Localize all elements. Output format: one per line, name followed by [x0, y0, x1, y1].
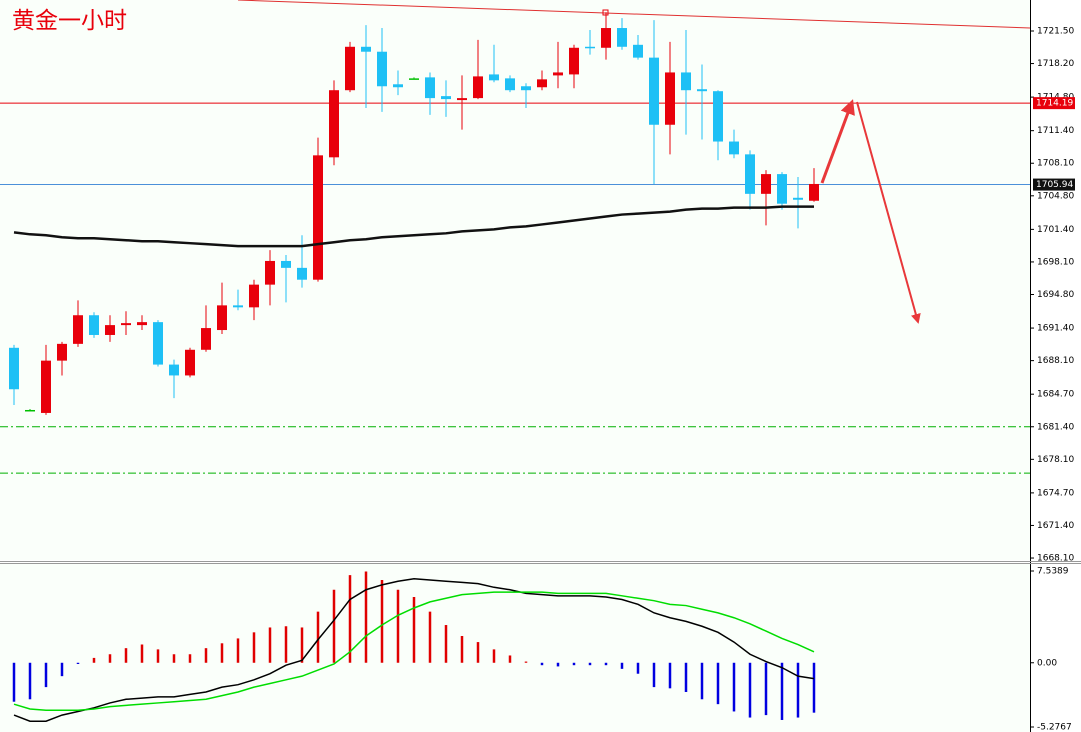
candle-body — [73, 315, 83, 344]
candle-body — [569, 47, 579, 75]
candle-body — [521, 86, 531, 91]
candle-body — [41, 360, 51, 413]
indicator-panel — [0, 564, 1030, 732]
y-tick-label: 1701.40 — [1037, 225, 1074, 235]
y-tick-label: 1704.80 — [1037, 191, 1074, 201]
candle-body — [745, 154, 755, 194]
candle-body — [489, 74, 499, 81]
chart-title: 黄金一小时 — [12, 8, 127, 34]
candle-body — [809, 183, 819, 201]
candle-body — [153, 322, 163, 365]
candle-body — [633, 44, 643, 58]
indicator-line — [13, 591, 815, 711]
y-tick-label: 1684.70 — [1037, 390, 1074, 400]
arrow-down — [856, 101, 921, 324]
candle-body — [57, 343, 67, 361]
candle-body — [585, 46, 595, 49]
y-tick-label: -5.2767 — [1037, 723, 1072, 732]
candle-body — [649, 57, 659, 125]
candle-body — [105, 325, 115, 335]
candle-body — [377, 51, 387, 87]
high-marker — [602, 9, 609, 16]
price-label: 1714.19 — [1036, 99, 1073, 109]
y-tick-label: 7.5389 — [1037, 567, 1069, 577]
candle-body — [457, 98, 467, 101]
candle-body — [185, 349, 195, 376]
candle-body — [265, 260, 275, 285]
y-tick-label: 1688.10 — [1037, 356, 1074, 366]
price-label: 1705.94 — [1036, 180, 1073, 190]
y-tick-label: 1678.10 — [1037, 455, 1074, 465]
candle-body — [89, 315, 99, 335]
y-tick-label: 1721.50 — [1037, 26, 1074, 36]
candle-body — [25, 409, 35, 412]
y-tick-label: 1711.40 — [1037, 126, 1074, 136]
axis-labels: 1721.501718.201714.801711.401708.101704.… — [1030, 26, 1075, 732]
candle-body — [313, 155, 323, 280]
candle-body — [601, 28, 611, 48]
y-tick-label: 1718.20 — [1037, 59, 1074, 69]
candle-body — [9, 347, 19, 390]
candle-body — [361, 46, 371, 52]
candle-body — [137, 322, 147, 326]
y-tick-label: 1698.10 — [1037, 257, 1074, 267]
price-label-box — [1033, 178, 1075, 191]
candle-body — [665, 72, 675, 125]
candle-body — [793, 197, 803, 200]
candle-body — [297, 267, 307, 280]
candle-body — [409, 78, 419, 80]
trend-line — [237, 0, 1031, 29]
candle-body — [537, 79, 547, 88]
candle-body — [329, 90, 339, 158]
price-label-box — [1033, 97, 1075, 110]
y-tick-label: 1694.80 — [1037, 290, 1074, 300]
candle-body — [249, 284, 259, 308]
candle-body — [473, 76, 483, 99]
y-tick-label: 1671.40 — [1037, 521, 1074, 531]
candle-body — [777, 174, 787, 204]
candle-body — [441, 96, 451, 100]
candle-body — [121, 323, 131, 326]
candle-body — [217, 305, 227, 331]
indicator-line — [13, 578, 815, 722]
candle-body — [681, 72, 691, 91]
arrow-up — [820, 99, 855, 184]
candle-body — [553, 72, 563, 76]
main-panel — [0, 0, 1030, 560]
candle-body — [201, 328, 211, 350]
y-tick-label: 1691.40 — [1037, 324, 1074, 334]
indicator-plot — [12, 571, 816, 722]
y-tick-label: 1708.10 — [1037, 159, 1074, 169]
moving-average — [13, 205, 814, 248]
candle-body — [281, 260, 291, 268]
candle-body — [729, 141, 739, 155]
y-tick-label: 1674.70 — [1037, 488, 1074, 498]
y-tick-label: 0.00 — [1037, 658, 1057, 668]
candle-body — [505, 78, 515, 91]
candle-body — [169, 364, 179, 376]
candle-body — [345, 46, 355, 91]
candle-body — [393, 84, 403, 88]
candle-body — [617, 28, 627, 47]
y-tick-label: 1668.10 — [1037, 554, 1074, 564]
candle-body — [697, 89, 707, 92]
candle-body — [425, 77, 435, 99]
main-plot — [0, 12, 1030, 474]
candle-body — [761, 174, 771, 194]
y-tick-label: 1681.40 — [1037, 422, 1074, 432]
candle-body — [713, 91, 723, 142]
candle-body — [233, 305, 243, 308]
